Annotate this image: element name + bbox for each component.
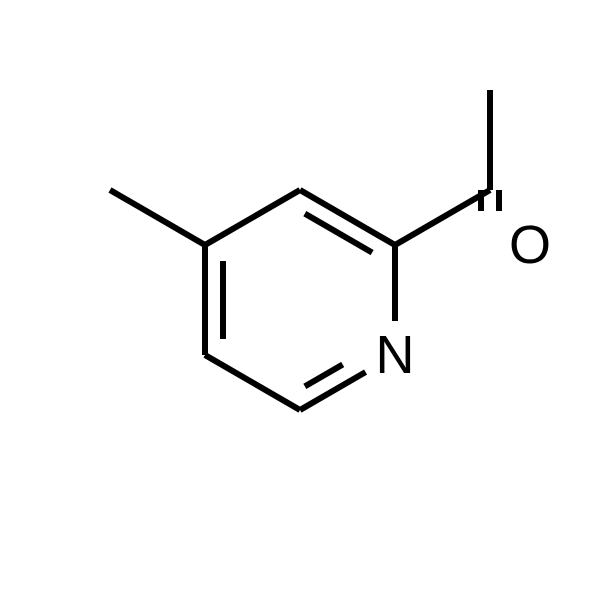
atom-label-N3: N	[376, 325, 415, 385]
atom-label-O10: O	[509, 215, 551, 275]
bonds-layer	[110, 90, 499, 410]
molecule-diagram: NO	[0, 0, 600, 600]
